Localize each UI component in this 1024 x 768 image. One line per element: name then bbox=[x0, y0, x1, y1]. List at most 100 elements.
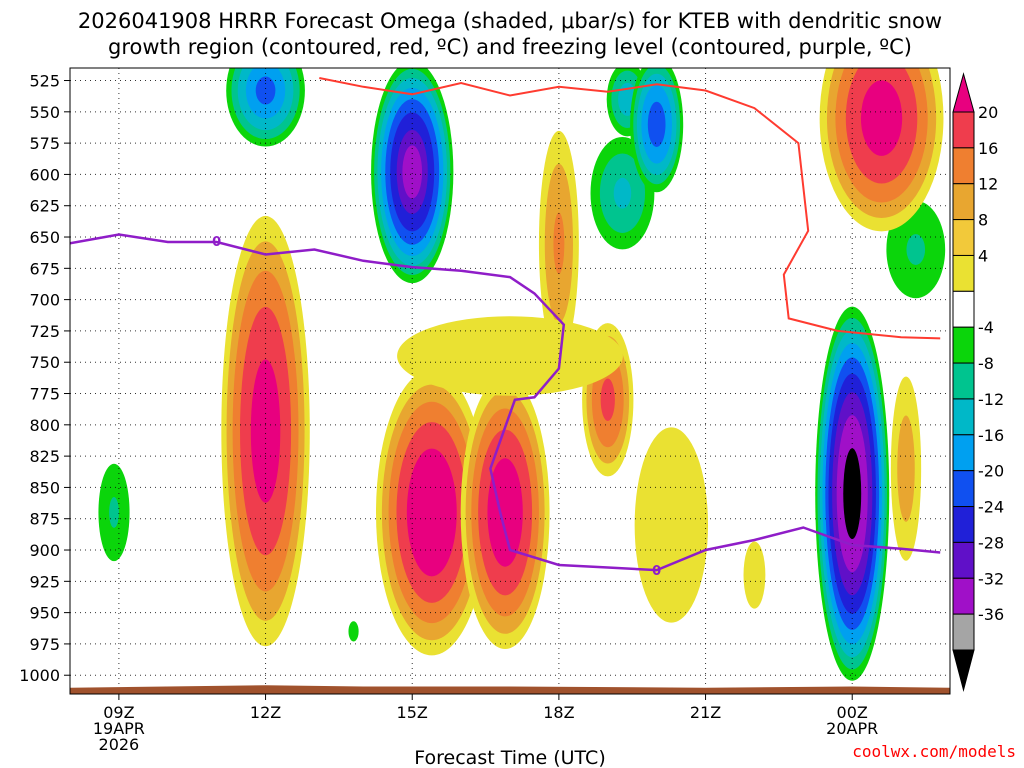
colorbar-label: -36 bbox=[978, 605, 1004, 624]
freezing-level-label: 0 bbox=[212, 235, 221, 250]
colorbar-bottom-arrow bbox=[952, 649, 975, 692]
y-tick-label: 950 bbox=[29, 604, 60, 623]
colorbar-label: -4 bbox=[978, 318, 994, 337]
colorbar-label: 12 bbox=[978, 175, 998, 194]
y-tick-label: 1000 bbox=[19, 666, 60, 685]
y-tick-label: 550 bbox=[29, 103, 60, 122]
ascent-14z-tiny bbox=[348, 621, 359, 642]
colorbar-label: 20 bbox=[978, 103, 998, 122]
omega-band bbox=[863, 85, 900, 151]
colorbar-swatch bbox=[952, 219, 975, 256]
colorbar-label: -8 bbox=[978, 354, 994, 373]
colorbar-label: 16 bbox=[978, 139, 998, 158]
ascent-20z bbox=[630, 68, 684, 193]
colorbar-label: -32 bbox=[978, 569, 1004, 588]
terrain-ground bbox=[70, 685, 950, 694]
x-tick-label: 00Z bbox=[837, 703, 868, 722]
freezing-level-line bbox=[70, 233, 941, 572]
y-tick-label: 625 bbox=[29, 197, 60, 216]
descent-13z-band bbox=[397, 316, 623, 396]
descent-25z-low bbox=[890, 376, 922, 561]
colorbar-swatch bbox=[952, 434, 975, 472]
y-tick-label: 925 bbox=[29, 572, 60, 591]
y-tick-label: 850 bbox=[29, 478, 60, 497]
colorbar-swatch bbox=[952, 362, 975, 400]
descent-17z bbox=[460, 375, 550, 650]
colorbar-label: -24 bbox=[978, 498, 1004, 517]
freezing-level-label: 0 bbox=[652, 564, 661, 579]
y-tick-label: 875 bbox=[29, 510, 60, 529]
y-axis: 525 550 575 600 625 650 675 700 725 750 775 800 825 8… bbox=[19, 72, 70, 685]
colorbar-label: 8 bbox=[978, 211, 988, 230]
colorbar-swatch bbox=[952, 398, 975, 436]
contours: 00 bbox=[70, 77, 941, 579]
credit-label: coolwx.com/models bbox=[852, 742, 1016, 761]
colorbar: 20 16 12 8 4 -4 -8 -12 -16 -20 -24 -28 -32 -36 bbox=[952, 72, 1004, 692]
y-tick-label: 600 bbox=[29, 165, 60, 184]
colorbar-label: -28 bbox=[978, 533, 1004, 552]
omega-band bbox=[397, 316, 623, 396]
gridlines bbox=[70, 68, 950, 694]
y-tick-label: 525 bbox=[29, 72, 60, 91]
colorbar-swatch bbox=[952, 577, 975, 615]
omega-band bbox=[408, 452, 456, 573]
x-tick-label: 09Z bbox=[103, 703, 134, 722]
colorbar-label: -12 bbox=[978, 390, 1004, 409]
omega-band bbox=[647, 101, 666, 147]
y-tick-label: 900 bbox=[29, 541, 60, 560]
chart-title-line-1: 2026041908 HRRR Forecast Omega (shaded, … bbox=[78, 9, 942, 33]
ascent-left-low bbox=[98, 463, 130, 562]
y-tick-label: 725 bbox=[29, 322, 60, 341]
y-tick-label: 675 bbox=[29, 259, 60, 278]
omega-band bbox=[348, 621, 359, 642]
y-tick-label: 700 bbox=[29, 291, 60, 310]
descent-15z bbox=[375, 369, 488, 656]
descent-22z-low bbox=[743, 541, 766, 609]
omega-band bbox=[255, 76, 276, 105]
y-tick-label: 650 bbox=[29, 228, 60, 247]
dgz-isotherm-line bbox=[319, 77, 941, 340]
y-tick-label: 575 bbox=[29, 134, 60, 153]
omega-band bbox=[897, 415, 915, 522]
omega-band bbox=[402, 145, 423, 199]
y-tick-label: 825 bbox=[29, 447, 60, 466]
omega-band bbox=[634, 427, 709, 623]
omega-band bbox=[252, 368, 279, 494]
y-tick-label: 775 bbox=[29, 385, 60, 404]
x-tick-label: 15Z bbox=[397, 703, 428, 722]
x-tick-label: 12Z bbox=[250, 703, 281, 722]
colorbar-swatch bbox=[952, 613, 975, 651]
colorbar-swatch bbox=[952, 326, 975, 364]
descent-12z bbox=[221, 215, 310, 647]
colorbar-top-arrow bbox=[952, 72, 975, 113]
x-tick-label: 20APR bbox=[826, 719, 878, 738]
ascent-upper-15z bbox=[371, 68, 454, 284]
x-tick-label: 19APR bbox=[93, 719, 145, 738]
colorbar-swatch bbox=[952, 506, 975, 543]
omega-band bbox=[743, 541, 766, 609]
colorbar-swatch bbox=[952, 254, 975, 292]
omega-band bbox=[109, 497, 119, 528]
omega-band bbox=[613, 177, 632, 209]
y-tick-label: 750 bbox=[29, 353, 60, 372]
x-tick-label: 18Z bbox=[543, 703, 574, 722]
colorbar-label: -20 bbox=[978, 462, 1004, 481]
omega-band bbox=[600, 378, 615, 422]
descent-20z-low bbox=[634, 427, 709, 623]
colorbar-swatch bbox=[952, 111, 975, 149]
colorbar-swatch bbox=[952, 470, 975, 508]
x-axis-title: Forecast Time (UTC) bbox=[414, 747, 605, 768]
colorbar-swatch bbox=[952, 183, 975, 221]
colorbar-swatch bbox=[952, 290, 975, 328]
colorbar-label: -16 bbox=[978, 426, 1004, 445]
plot-frame bbox=[69, 67, 951, 695]
colorbar-label: 4 bbox=[978, 246, 988, 265]
omega-band bbox=[488, 462, 522, 562]
colorbar-swatch bbox=[952, 541, 975, 579]
omega-band bbox=[906, 234, 926, 265]
y-tick-label: 800 bbox=[29, 416, 60, 435]
colorbar-swatch bbox=[952, 147, 975, 185]
x-tick-label: 2026 bbox=[99, 735, 140, 754]
